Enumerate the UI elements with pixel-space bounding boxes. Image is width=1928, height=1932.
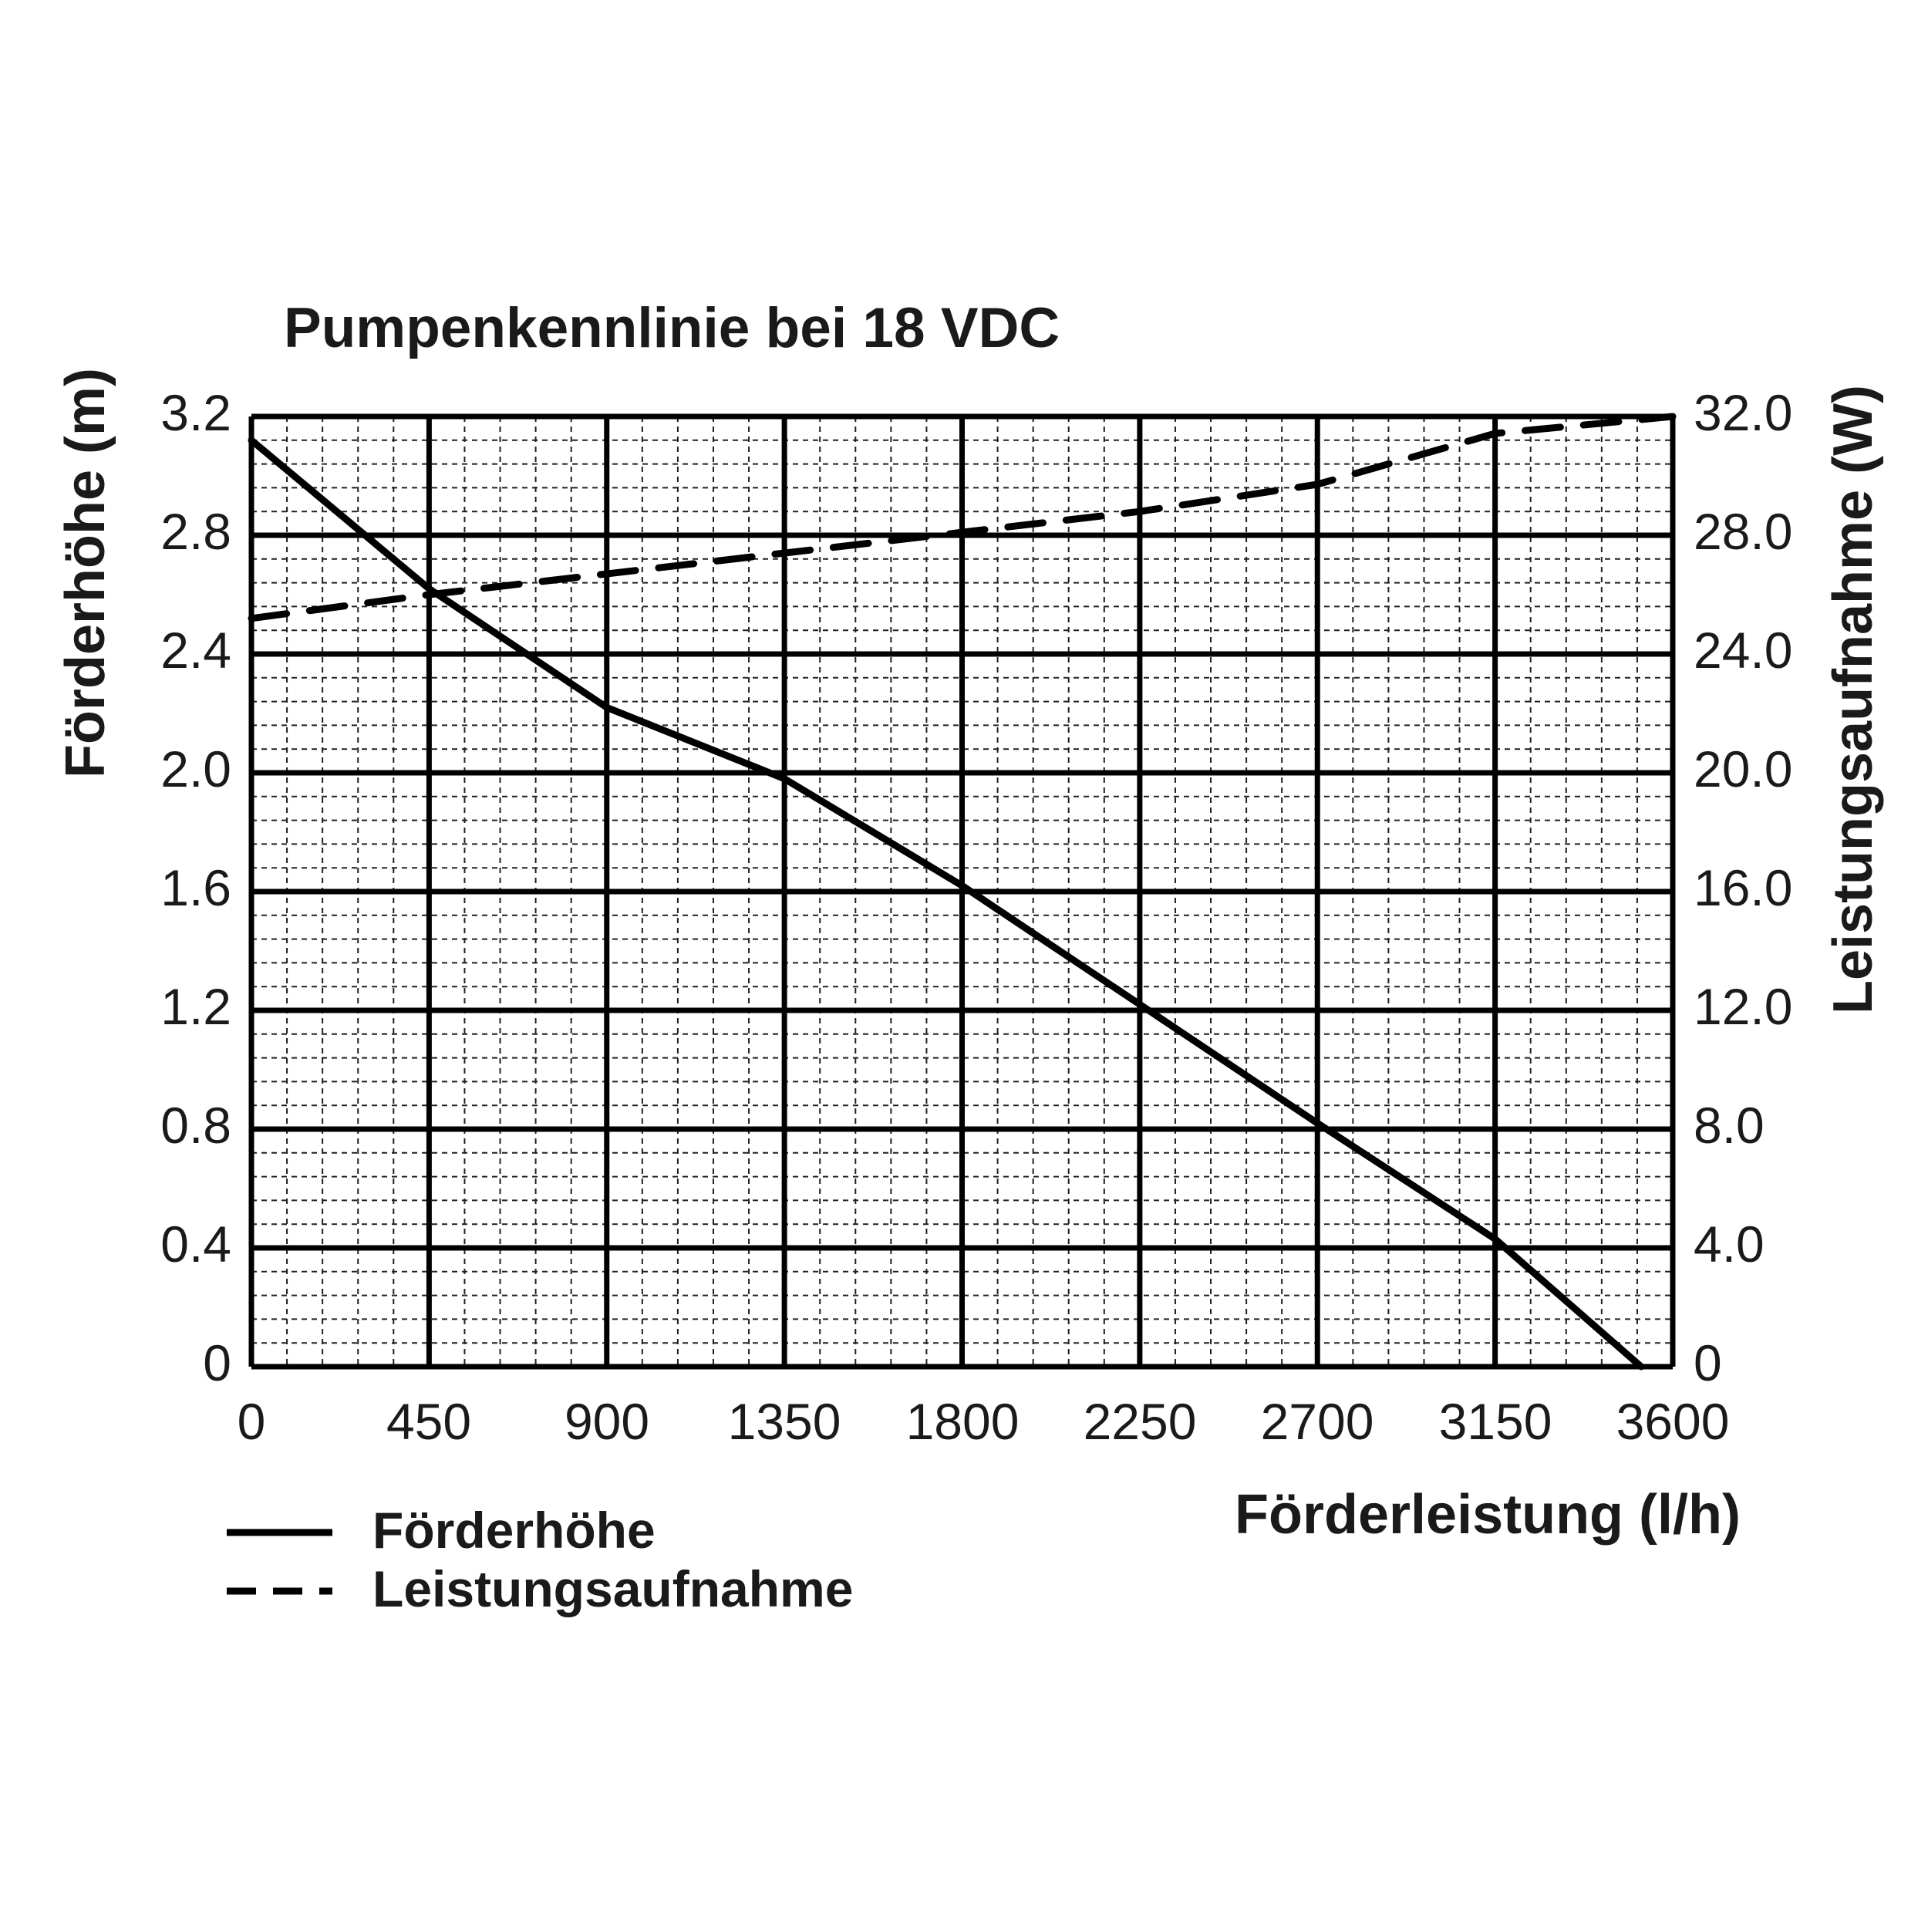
svg-text:2.8: 2.8 bbox=[160, 503, 231, 560]
svg-text:3150: 3150 bbox=[1439, 1393, 1552, 1450]
svg-text:2.0: 2.0 bbox=[160, 740, 231, 797]
svg-text:1350: 1350 bbox=[728, 1393, 841, 1450]
svg-text:16.0: 16.0 bbox=[1694, 859, 1792, 916]
svg-text:32.0: 32.0 bbox=[1694, 384, 1792, 441]
svg-text:1800: 1800 bbox=[906, 1393, 1020, 1450]
svg-text:Leistungsaufnahme: Leistungsaufnahme bbox=[372, 1560, 853, 1617]
svg-text:12.0: 12.0 bbox=[1694, 978, 1792, 1035]
svg-text:3600: 3600 bbox=[1616, 1393, 1730, 1450]
svg-text:4.0: 4.0 bbox=[1694, 1216, 1765, 1273]
svg-text:28.0: 28.0 bbox=[1694, 503, 1792, 560]
svg-text:24.0: 24.0 bbox=[1694, 622, 1792, 679]
svg-text:2250: 2250 bbox=[1084, 1393, 1197, 1450]
svg-text:0.4: 0.4 bbox=[160, 1216, 231, 1273]
svg-text:0: 0 bbox=[203, 1334, 231, 1391]
svg-text:3.2: 3.2 bbox=[160, 384, 231, 441]
svg-text:1.2: 1.2 bbox=[160, 978, 231, 1035]
svg-text:Förderleistung (l/h): Förderleistung (l/h) bbox=[1235, 1484, 1741, 1546]
svg-text:0: 0 bbox=[238, 1393, 266, 1450]
svg-text:20.0: 20.0 bbox=[1694, 740, 1792, 797]
svg-text:2700: 2700 bbox=[1261, 1393, 1374, 1450]
svg-text:Förderhöhe: Förderhöhe bbox=[372, 1502, 656, 1559]
svg-text:450: 450 bbox=[386, 1393, 471, 1450]
svg-text:2.4: 2.4 bbox=[160, 622, 231, 679]
svg-text:8.0: 8.0 bbox=[1694, 1097, 1765, 1154]
svg-text:0: 0 bbox=[1694, 1334, 1722, 1391]
svg-text:1.6: 1.6 bbox=[160, 859, 231, 916]
svg-text:900: 900 bbox=[565, 1393, 649, 1450]
svg-text:0.8: 0.8 bbox=[160, 1097, 231, 1154]
svg-text:Pumpenkennlinie bei 18 VDC: Pumpenkennlinie bei 18 VDC bbox=[284, 297, 1060, 359]
